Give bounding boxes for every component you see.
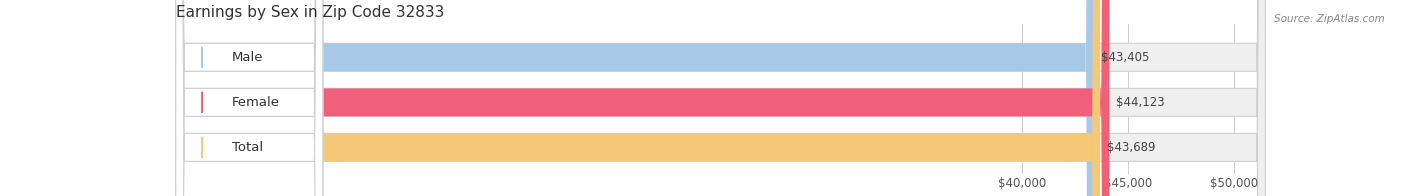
Text: Total: Total xyxy=(232,141,263,154)
FancyBboxPatch shape xyxy=(176,0,323,196)
FancyBboxPatch shape xyxy=(176,0,323,196)
FancyBboxPatch shape xyxy=(176,0,323,196)
Text: $43,405: $43,405 xyxy=(1101,51,1149,64)
FancyBboxPatch shape xyxy=(176,0,1109,196)
FancyBboxPatch shape xyxy=(176,0,1265,196)
Text: Female: Female xyxy=(232,96,280,109)
FancyBboxPatch shape xyxy=(176,0,1265,196)
Text: Male: Male xyxy=(232,51,263,64)
Text: Source: ZipAtlas.com: Source: ZipAtlas.com xyxy=(1274,14,1385,24)
FancyBboxPatch shape xyxy=(176,0,1099,196)
Text: Earnings by Sex in Zip Code 32833: Earnings by Sex in Zip Code 32833 xyxy=(176,5,444,20)
FancyBboxPatch shape xyxy=(176,0,1265,196)
Text: $44,123: $44,123 xyxy=(1116,96,1164,109)
Text: $43,689: $43,689 xyxy=(1107,141,1156,154)
FancyBboxPatch shape xyxy=(176,0,1094,196)
